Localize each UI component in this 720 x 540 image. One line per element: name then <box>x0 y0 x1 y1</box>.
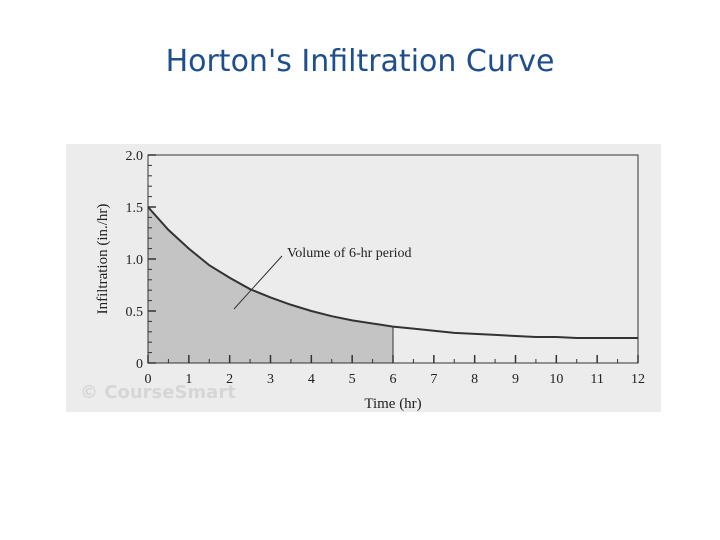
x-tick-label: 10 <box>549 372 563 387</box>
y-tick-label: 0 <box>136 357 143 372</box>
infiltration-curve <box>147 206 638 340</box>
x-tick-label: 7 <box>430 372 437 387</box>
x-tick-label: 1 <box>185 372 192 387</box>
shaded-volume <box>148 207 393 363</box>
watermark: © CourseSmart <box>80 382 236 403</box>
y-tick-label: 1.5 <box>126 201 144 216</box>
y-tick-label: 0.5 <box>126 305 144 320</box>
x-axis-label: Time (hr) <box>364 396 421 412</box>
y-tick-label: 1.0 <box>126 253 144 268</box>
x-tick-label: 8 <box>471 372 478 387</box>
x-tick-label: 11 <box>590 372 603 387</box>
x-tick-label: 12 <box>631 372 645 387</box>
y-axis-label: Infiltration (in./hr) <box>95 204 111 315</box>
y-tick-label: 2.0 <box>126 149 144 164</box>
x-tick-label: 6 <box>390 372 397 387</box>
x-tick-label: 2 <box>226 372 233 387</box>
x-tick-label: 9 <box>512 372 519 387</box>
x-tick-label: 5 <box>349 372 356 387</box>
x-tick-label: 3 <box>267 372 274 387</box>
annotation-leader <box>233 255 283 310</box>
x-tick-label: 0 <box>145 372 152 387</box>
slide-title: Horton's Infiltration Curve <box>165 44 555 79</box>
annotation: Volume of 6-hr period <box>287 246 412 261</box>
x-tick-label: 4 <box>308 372 315 387</box>
